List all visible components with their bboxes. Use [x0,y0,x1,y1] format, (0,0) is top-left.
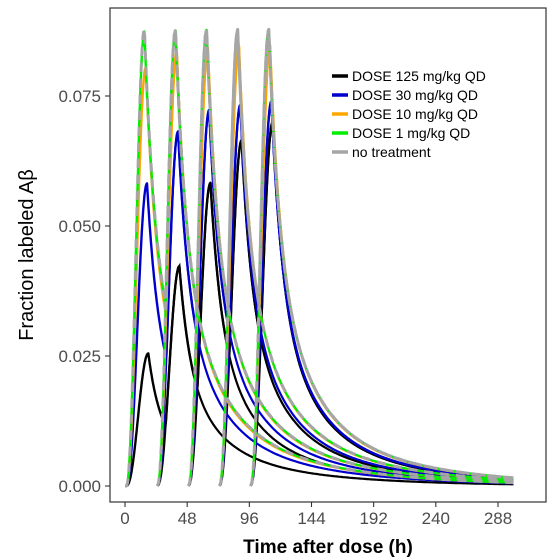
series-pulse-line [218,29,514,487]
x-tick-label: 240 [422,509,450,528]
legend-label-1: DOSE 125 mg/kg QD [352,68,486,84]
legend-label-2: DOSE 30 mg/kg QD [352,87,478,103]
series-line-5 [124,27,515,488]
legend-label-3: DOSE 10 mg/kg QD [352,106,478,122]
y-tick-label: 0.000 [58,477,101,496]
x-tick-label: 0 [120,509,129,528]
series-layer [124,27,515,488]
y-tick-label: 0.050 [58,217,101,236]
x-tick-label: 96 [240,509,259,528]
legend: DOSE 125 mg/kg QD DOSE 30 mg/kg QD DOSE 10… [332,68,486,160]
x-tick-label: 288 [484,509,512,528]
series-pulse-line [155,29,514,487]
x-axis: 0 48 96 144 192 240 288 [120,502,512,528]
series-pulse-line [249,29,514,487]
y-tick-label: 0.025 [58,347,101,366]
plot-panel-border [109,7,547,503]
y-tick-label: 0.075 [58,87,101,106]
y-axis-title: Fraction labeled Aβ [16,169,38,341]
legend-label-4: DOSE 1 mg/kg QD [352,125,470,141]
y-axis: 0.000 0.025 0.050 0.075 [58,87,110,496]
x-tick-label: 144 [297,509,325,528]
x-tick-label: 48 [178,509,197,528]
series-pulse-line [249,100,514,487]
x-axis-title: Time after dose (h) [243,537,413,558]
legend-label-5: no treatment [352,144,431,160]
x-tick-label: 192 [359,509,387,528]
series-pulse-line [187,29,514,487]
series-line-2 [124,100,515,488]
series-pulse-line [156,262,514,487]
